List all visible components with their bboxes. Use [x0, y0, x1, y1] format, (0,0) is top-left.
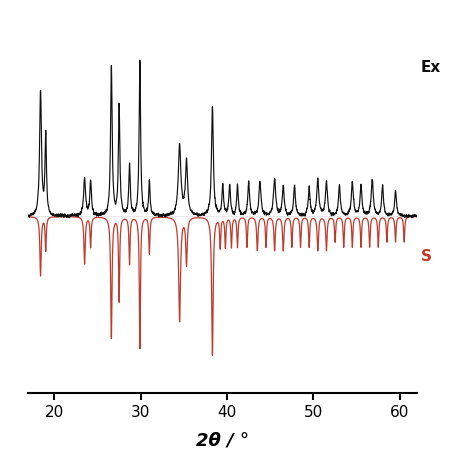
X-axis label: 2θ / °: 2θ / °	[196, 431, 249, 449]
Text: Ex: Ex	[421, 60, 441, 75]
Text: S: S	[421, 249, 432, 264]
